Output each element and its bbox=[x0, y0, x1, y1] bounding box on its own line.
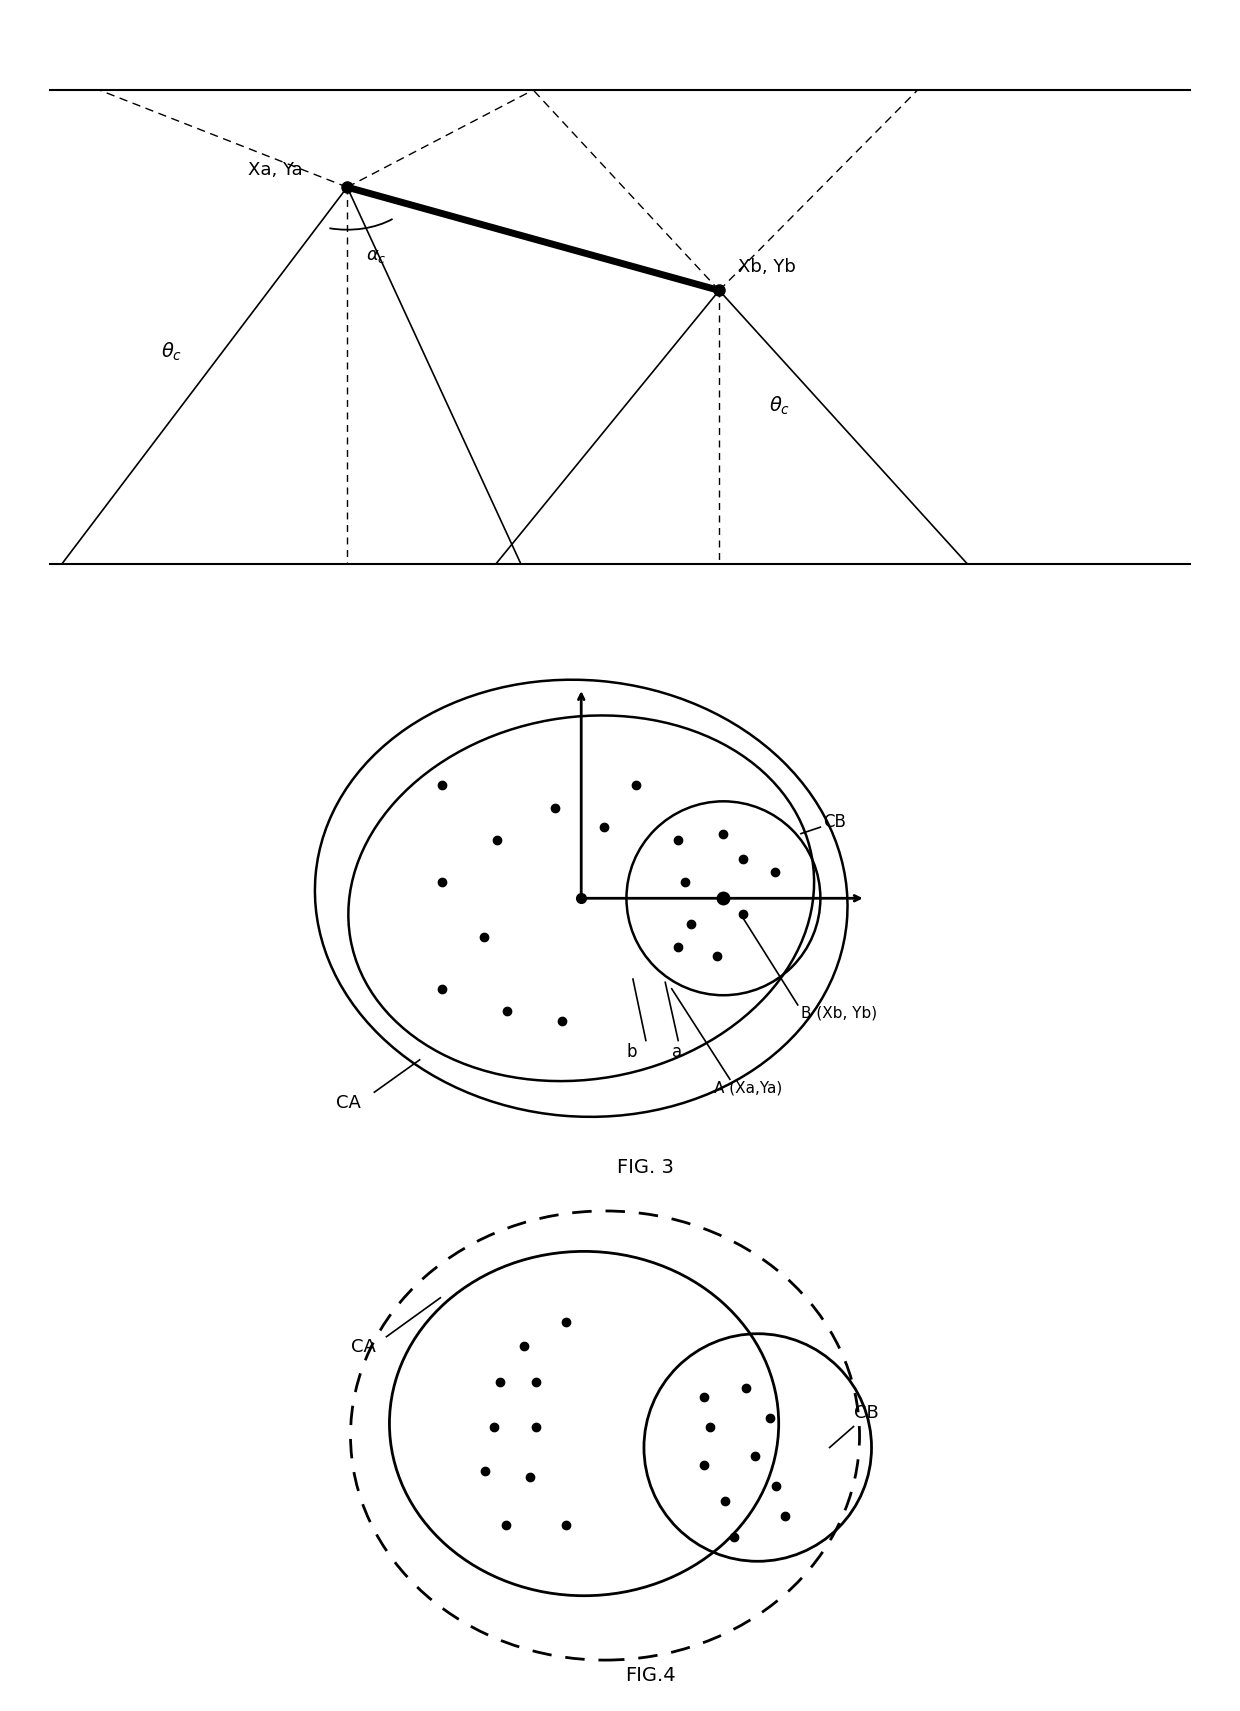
Text: CB: CB bbox=[823, 813, 847, 832]
Text: Xa, Ya: Xa, Ya bbox=[248, 161, 303, 180]
Text: $\theta_c$: $\theta_c$ bbox=[161, 340, 182, 363]
Text: A (Xa,Ya): A (Xa,Ya) bbox=[714, 1080, 782, 1095]
Text: FIG.4: FIG.4 bbox=[625, 1667, 676, 1685]
Text: a: a bbox=[672, 1042, 682, 1061]
Text: $\theta_c$: $\theta_c$ bbox=[769, 395, 790, 417]
Text: B (Xb, Yb): B (Xb, Yb) bbox=[801, 1006, 877, 1021]
Text: CB: CB bbox=[853, 1403, 878, 1422]
Text: FIG. 3: FIG. 3 bbox=[618, 1158, 675, 1177]
Text: $\alpha_c$: $\alpha_c$ bbox=[366, 246, 387, 265]
Text: Xb, Yb: Xb, Yb bbox=[738, 258, 796, 275]
Text: CA: CA bbox=[336, 1095, 361, 1112]
Text: CA: CA bbox=[351, 1338, 376, 1355]
Text: b: b bbox=[626, 1042, 637, 1061]
